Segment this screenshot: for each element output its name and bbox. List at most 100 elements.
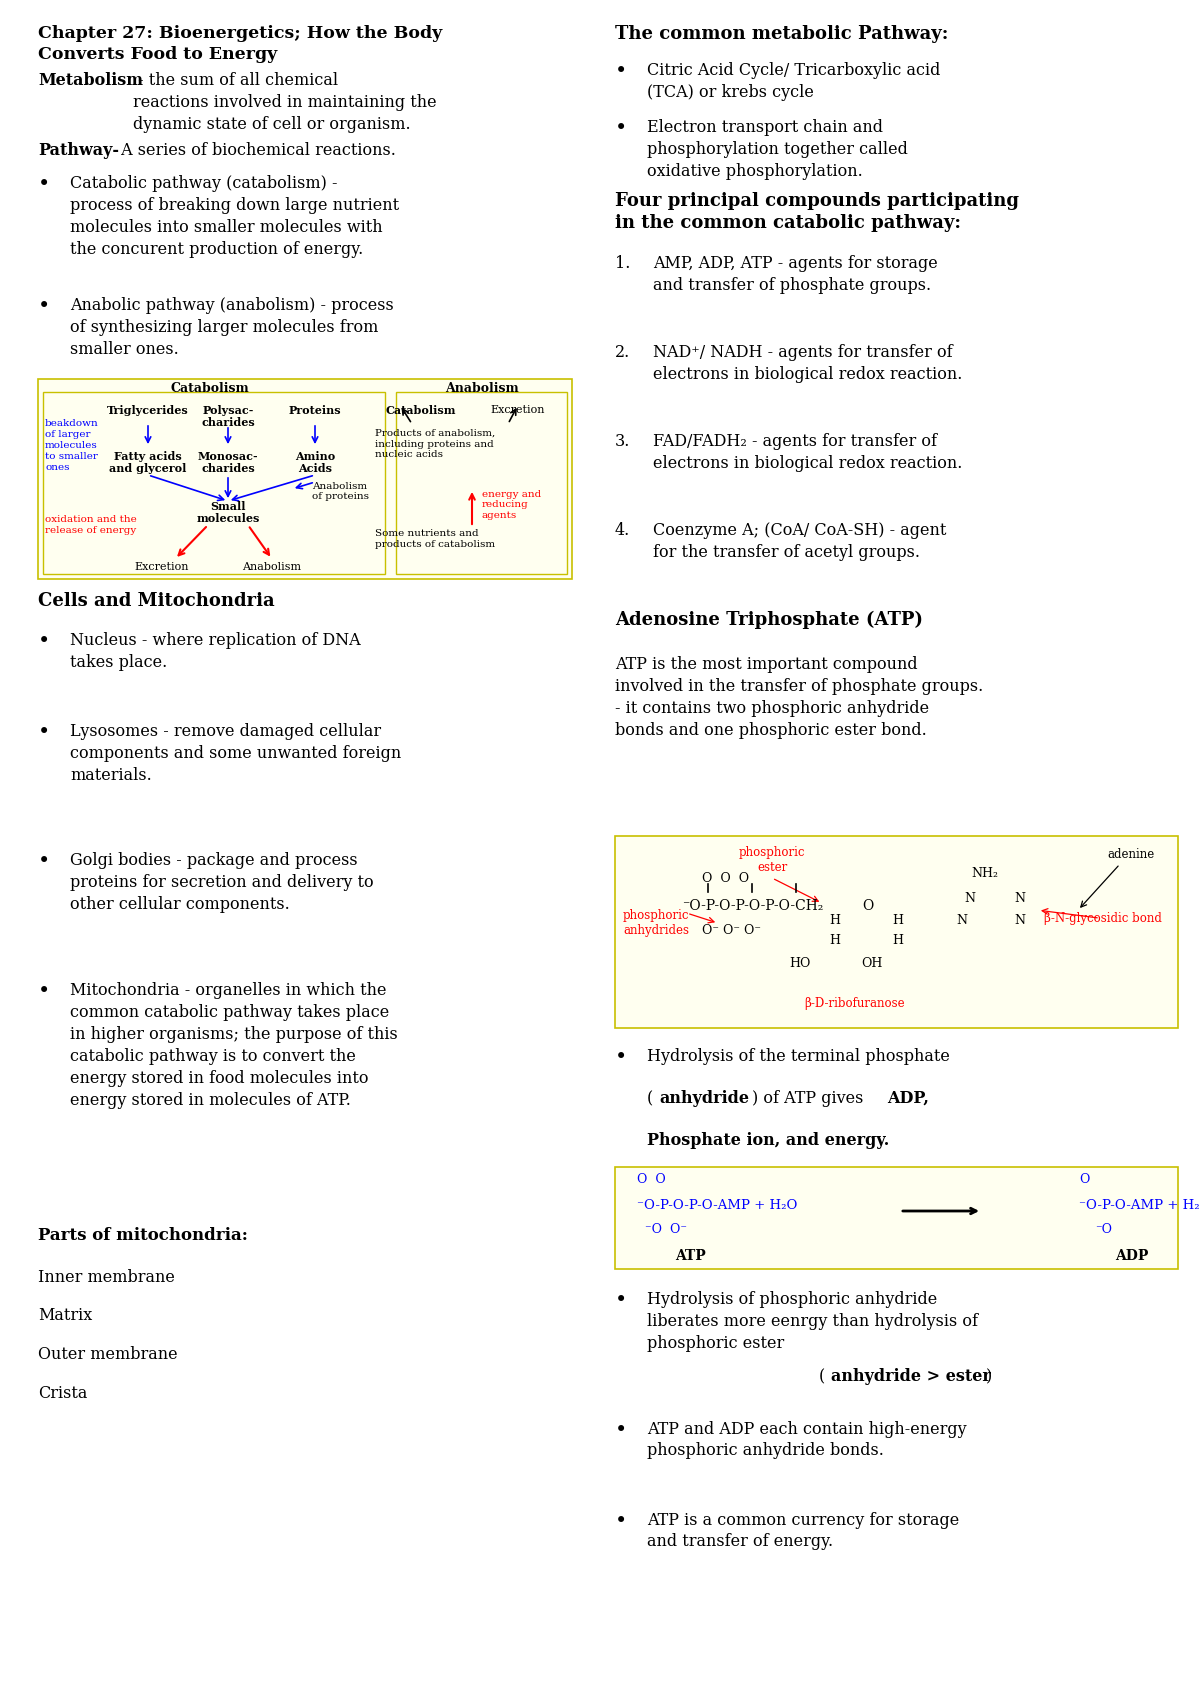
Text: Lysosomes - remove damaged cellular
components and some unwanted foreign
materia: Lysosomes - remove damaged cellular comp… [70, 723, 401, 784]
Text: •: • [38, 297, 50, 316]
Text: anhydride > ester: anhydride > ester [830, 1368, 991, 1385]
Text: •: • [616, 1420, 628, 1439]
Text: Pathway-: Pathway- [38, 143, 119, 160]
Text: A series of biochemical reactions.: A series of biochemical reactions. [116, 143, 396, 160]
Text: Electron transport chain and
phosphorylation together called
oxidative phosphory: Electron transport chain and phosphoryla… [647, 119, 908, 180]
Text: Catabolism: Catabolism [385, 406, 456, 416]
Text: NH₂: NH₂ [972, 867, 998, 879]
Text: ATP and ADP each contain high-energy
phosphoric anhydride bonds.: ATP and ADP each contain high-energy pho… [647, 1420, 967, 1459]
Text: HO: HO [790, 957, 811, 969]
Text: H: H [829, 913, 840, 927]
Text: ATP: ATP [674, 1249, 706, 1263]
Text: Parts of mitochondria:: Parts of mitochondria: [38, 1227, 248, 1244]
Bar [616, 837, 1178, 1028]
Text: •: • [38, 852, 50, 872]
Text: Anabolic pathway (anabolism) - process
of synthesizing larger molecules from
sma: Anabolic pathway (anabolism) - process o… [70, 297, 394, 358]
Text: H: H [893, 933, 904, 947]
Text: ATP is a common currency for storage
and transfer of energy.: ATP is a common currency for storage and… [647, 1512, 959, 1551]
Text: OH: OH [862, 957, 883, 969]
Text: ⁻O: ⁻O [1096, 1224, 1112, 1235]
Text: O  O: O O [637, 1173, 666, 1186]
Text: •: • [616, 1291, 628, 1310]
Text: Catabolic pathway (catabolism) -
process of breaking down large nutrient
molecul: Catabolic pathway (catabolism) - process… [70, 175, 400, 258]
Text: •: • [616, 119, 628, 137]
Text: ATP is the most important compound
involved in the transfer of phosphate groups.: ATP is the most important compound invol… [616, 657, 983, 738]
Text: anhydride: anhydride [659, 1089, 749, 1106]
Bar [38, 378, 572, 579]
Text: Crista: Crista [38, 1385, 88, 1402]
Text: ) of ATP gives: ) of ATP gives [752, 1089, 869, 1106]
Text: AMP, ADP, ATP - agents for storage
and transfer of phosphate groups.: AMP, ADP, ATP - agents for storage and t… [653, 255, 937, 294]
Text: Catabolism: Catabolism [170, 382, 250, 395]
Text: O: O [863, 899, 874, 913]
Text: (: ( [820, 1368, 826, 1385]
Text: oxidation and the
release of energy: oxidation and the release of energy [46, 514, 137, 535]
Text: Anabolism: Anabolism [445, 382, 518, 395]
Text: N: N [1014, 891, 1026, 905]
Text: O  O  O: O O O [702, 872, 749, 884]
Text: Chapter 27: Bioenergetics; How the Body
Converts Food to Energy: Chapter 27: Bioenergetics; How the Body … [38, 25, 443, 63]
Text: •: • [38, 723, 50, 742]
Text: N: N [965, 891, 976, 905]
Text: adenine: adenine [1108, 848, 1154, 860]
Text: Mitochondria - organelles in which the
common catabolic pathway takes place
in h: Mitochondria - organelles in which the c… [70, 983, 397, 1108]
Bar [43, 392, 385, 574]
Text: 3.: 3. [616, 433, 630, 450]
Text: ⁻O-P-O-P-O-AMP + H₂O: ⁻O-P-O-P-O-AMP + H₂O [637, 1200, 797, 1212]
Text: ): ) [986, 1368, 992, 1385]
Text: O⁻ O⁻ O⁻: O⁻ O⁻ O⁻ [702, 923, 761, 937]
Text: Small
molecules: Small molecules [197, 501, 259, 524]
Text: •: • [616, 1049, 628, 1067]
Text: Cells and Mitochondria: Cells and Mitochondria [38, 592, 275, 609]
Text: •: • [616, 1512, 628, 1531]
Text: H: H [829, 933, 840, 947]
Text: Hydrolysis of the terminal phosphate: Hydrolysis of the terminal phosphate [647, 1049, 950, 1066]
Text: beakdown
of larger
molecules
to smaller
ones: beakdown of larger molecules to smaller … [46, 419, 98, 472]
Bar [616, 1168, 1178, 1269]
Text: Products of anabolism,
including proteins and
nucleic acids: Products of anabolism, including protein… [374, 429, 496, 460]
Text: H: H [893, 913, 904, 927]
Text: N: N [1014, 913, 1026, 927]
Text: Monosac-
charides: Monosac- charides [198, 451, 258, 475]
Text: Fatty acids
and glycerol: Fatty acids and glycerol [109, 451, 187, 475]
Text: - the sum of all chemical
reactions involved in maintaining the
dynamic state of: - the sum of all chemical reactions invo… [133, 71, 437, 132]
Text: NAD⁺/ NADH - agents for transfer of
electrons in biological redox reaction.: NAD⁺/ NADH - agents for transfer of elec… [653, 344, 962, 384]
Text: Excretion: Excretion [134, 562, 190, 572]
Text: 2.: 2. [616, 344, 630, 361]
Text: 4.: 4. [616, 523, 630, 540]
Text: O: O [1079, 1173, 1090, 1186]
Text: Anabolism: Anabolism [242, 562, 301, 572]
Text: Matrix: Matrix [38, 1307, 92, 1324]
Text: Hydrolysis of phosphoric anhydride
liberates more eenrgy than hydrolysis of
phos: Hydrolysis of phosphoric anhydride liber… [647, 1291, 978, 1353]
Text: Phosphate ion, and energy.: Phosphate ion, and energy. [647, 1132, 889, 1149]
Text: ADP: ADP [1115, 1249, 1148, 1263]
Text: ADP,: ADP, [887, 1089, 929, 1106]
Text: Metabolism: Metabolism [38, 71, 143, 88]
Text: Coenzyme A; (CoA/ CoA-SH) - agent
for the transfer of acetyl groups.: Coenzyme A; (CoA/ CoA-SH) - agent for th… [653, 523, 947, 562]
Text: Four principal compounds participating
in the common catabolic pathway:: Four principal compounds participating i… [616, 192, 1019, 232]
Text: β-D-ribofuranose: β-D-ribofuranose [805, 998, 905, 1010]
Text: Citric Acid Cycle/ Tricarboxylic acid
(TCA) or krebs cycle: Citric Acid Cycle/ Tricarboxylic acid (T… [647, 63, 941, 100]
Text: Proteins: Proteins [289, 406, 341, 416]
Text: Golgi bodies - package and process
proteins for secretion and delivery to
other : Golgi bodies - package and process prote… [70, 852, 373, 913]
Text: (: ( [647, 1089, 653, 1106]
Text: phosphoric
anhydrides: phosphoric anhydrides [623, 910, 690, 937]
Text: β-N-glycosidic bond: β-N-glycosidic bond [1044, 911, 1162, 925]
Text: •: • [38, 983, 50, 1001]
Text: 1.: 1. [616, 255, 630, 272]
Text: phosphoric
ester: phosphoric ester [739, 847, 805, 874]
Text: ⁻O-P-O-AMP + H₂PO₄⁻ +: ⁻O-P-O-AMP + H₂PO₄⁻ + [1079, 1200, 1200, 1212]
Text: The common metabolic Pathway:: The common metabolic Pathway: [616, 25, 948, 42]
Text: ⁻O-P-O-P-O-P-O-CH₂: ⁻O-P-O-P-O-P-O-CH₂ [682, 899, 823, 913]
Text: Inner membrane: Inner membrane [38, 1269, 175, 1286]
Text: FAD/FADH₂ - agents for transfer of
electrons in biological redox reaction.: FAD/FADH₂ - agents for transfer of elect… [653, 433, 962, 472]
Text: ⁻O  O⁻: ⁻O O⁻ [646, 1224, 686, 1235]
Text: Outer membrane: Outer membrane [38, 1346, 178, 1363]
Text: Triglycerides: Triglycerides [107, 406, 188, 416]
Text: •: • [38, 175, 50, 193]
Text: energy and
reducing
agents: energy and reducing agents [482, 490, 541, 519]
Text: Some nutrients and
products of catabolism: Some nutrients and products of catabolis… [374, 529, 496, 548]
Text: Anabolism
of proteins: Anabolism of proteins [312, 482, 370, 501]
Bar [396, 392, 568, 574]
Text: Polysac-
charides: Polysac- charides [202, 406, 254, 428]
